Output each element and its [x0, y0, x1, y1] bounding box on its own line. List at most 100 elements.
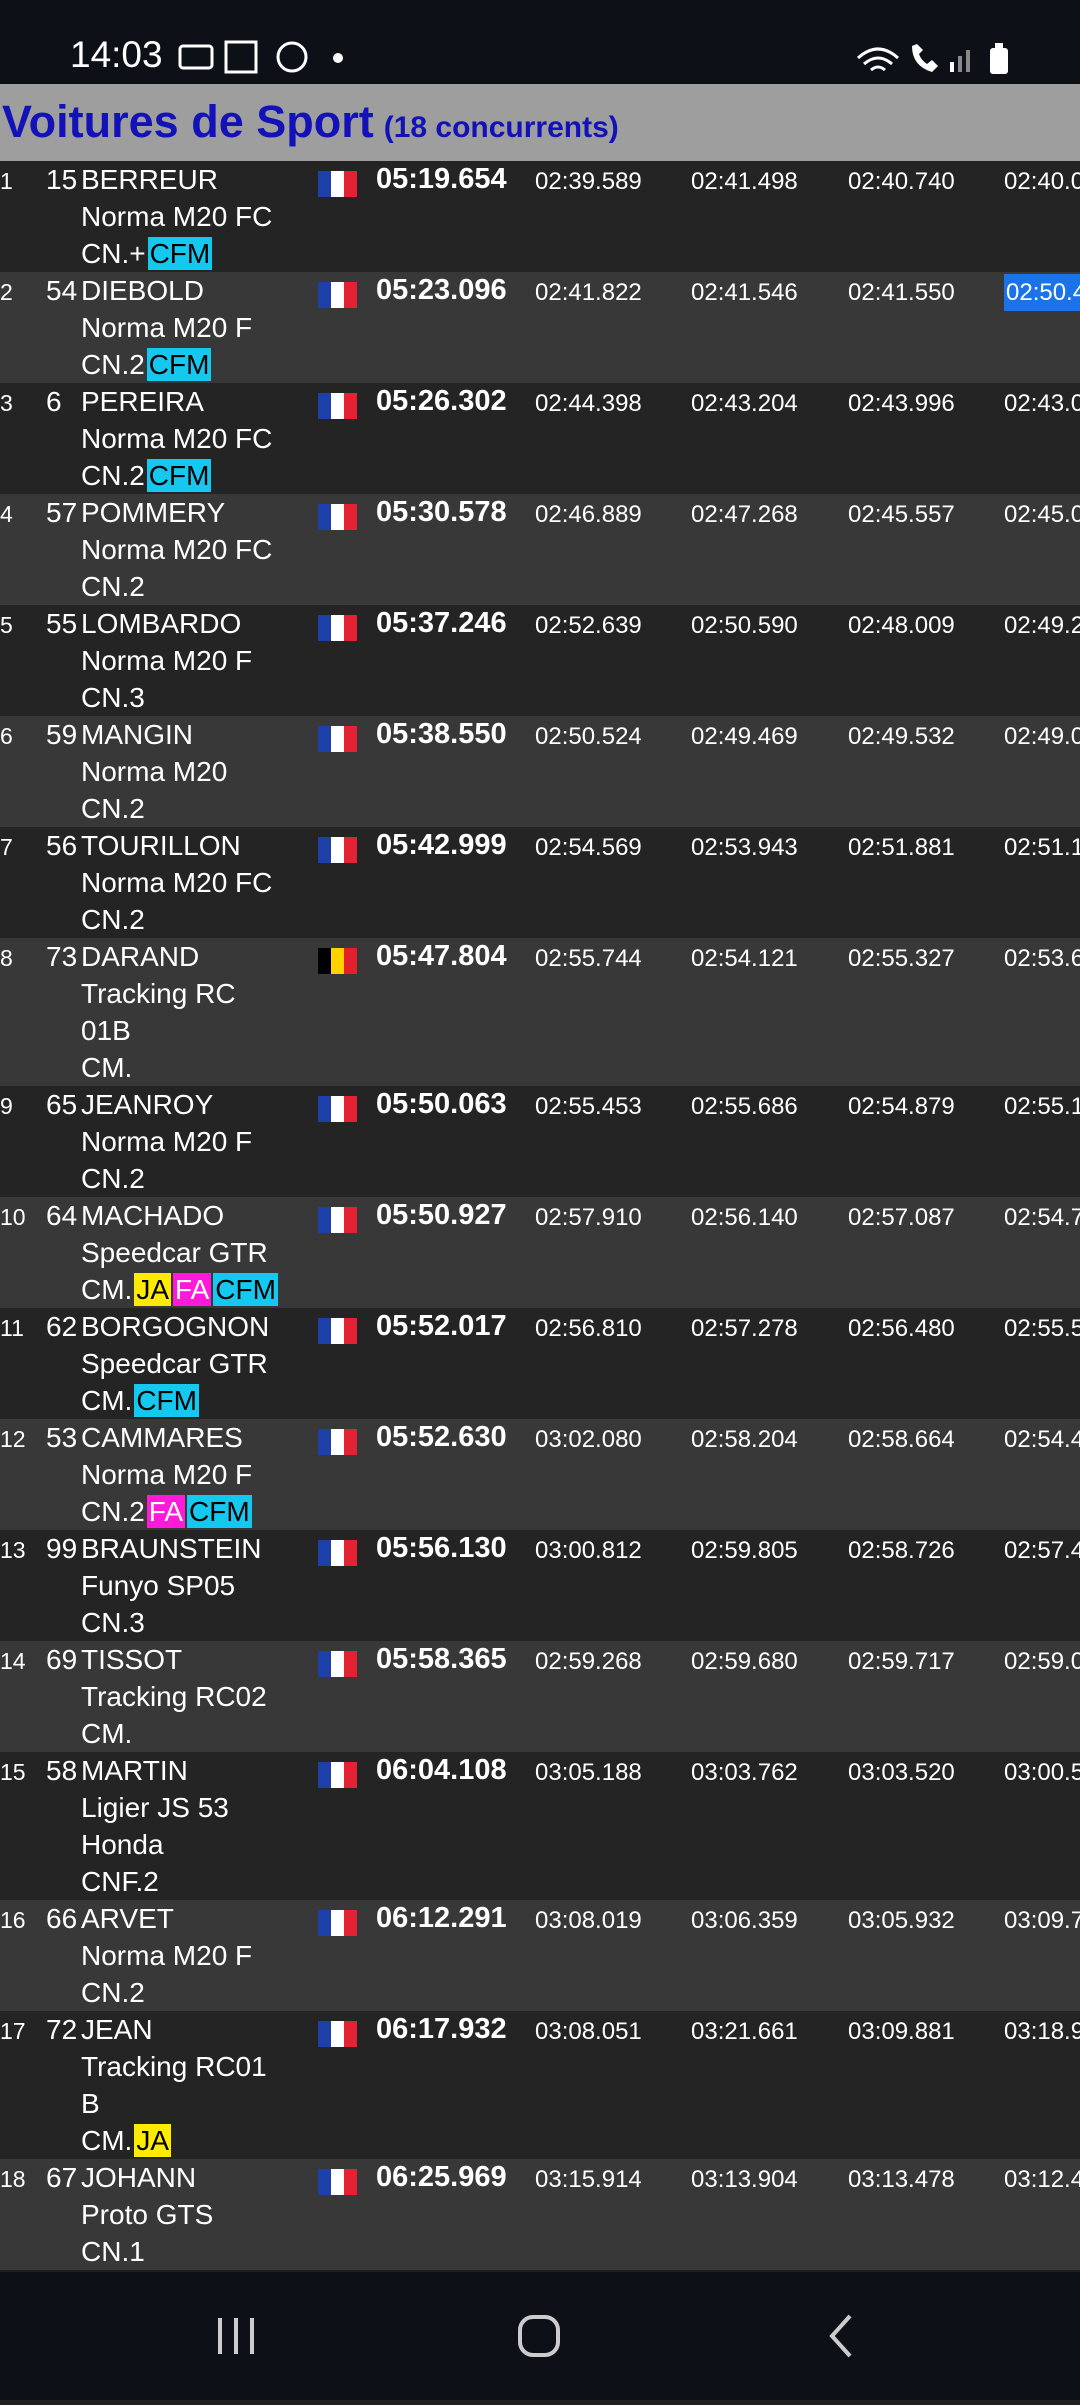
- flag-stripe: [344, 615, 357, 641]
- driver-name: JEANROY: [81, 1089, 214, 1120]
- total-time: 06:25.969: [376, 2161, 507, 2193]
- car-class: CN.2: [81, 571, 145, 602]
- back-icon[interactable]: [829, 2314, 852, 2358]
- lap-time: 02:49.2: [1004, 612, 1080, 639]
- car-number: 66: [46, 1903, 78, 1934]
- result-row: 6 59 MANGIN Norma M20 CN.2 05:38.550 02:50.524…: [0, 716, 1080, 827]
- result-row: 3 6 PEREIRA Norma M20 FC CN.2 CFM 05:26.302 02:…: [0, 383, 1080, 494]
- lap-time: 02:45.0: [1004, 501, 1080, 528]
- lap-time: 03:03.520: [848, 1759, 955, 1786]
- flag-stripe: [318, 615, 331, 641]
- car-number: 57: [46, 497, 78, 528]
- flag-stripe: [318, 1318, 331, 1344]
- total-time: 05:19.654: [376, 163, 507, 195]
- driver-name: JOHANN: [81, 2162, 197, 2193]
- lap-time: 02:41.550: [848, 279, 955, 306]
- flag-stripe: [344, 1207, 357, 1233]
- flag: [318, 2169, 357, 2195]
- flag: [318, 282, 357, 308]
- flag-stripe: [344, 504, 357, 530]
- navigation-bar: [0, 2272, 1080, 2400]
- lap-time: 02:43.204: [691, 390, 798, 417]
- lap-time: 02:54.4: [1004, 1426, 1080, 1453]
- position: 4: [0, 501, 13, 527]
- lap-time: 02:44.398: [535, 390, 642, 417]
- car-number: 72: [46, 2014, 78, 2045]
- tag: JA: [134, 2124, 172, 2157]
- flag: [318, 1910, 357, 1936]
- car-number: 58: [46, 1755, 78, 1786]
- lap-time: 02:54.7: [1004, 1204, 1080, 1231]
- flag-stripe: [344, 393, 357, 419]
- lap-time: 02:59.268: [535, 1648, 642, 1675]
- flag-stripe: [344, 1651, 357, 1677]
- car-model: Speedcar GTR: [81, 1237, 268, 1268]
- total-time: 05:47.804: [376, 940, 507, 972]
- lap-time: 02:48.009: [848, 612, 955, 639]
- lap-time: 02:40.740: [848, 168, 955, 195]
- result-row: 2 54 DIEBOLD Norma M20 F CN.2 CFM 05:23.096 02:…: [0, 272, 1080, 383]
- flag: [318, 1762, 357, 1788]
- total-time: 05:58.365: [376, 1643, 507, 1675]
- lap-time: 02:43.0: [1004, 390, 1080, 417]
- class-line: CN.3: [81, 1604, 145, 1641]
- tag: FA: [146, 1495, 186, 1528]
- flag: [318, 837, 357, 863]
- result-row: 7 56 TOURILLON Norma M20 FC CN.2 05:42.999 02:…: [0, 827, 1080, 938]
- car-model: B: [81, 2088, 100, 2119]
- flag: [318, 1651, 357, 1677]
- flag-stripe: [331, 1762, 344, 1788]
- car-model: Tracking RC: [81, 978, 236, 1009]
- flag-stripe: [344, 1540, 357, 1566]
- driver-name: ARVET: [81, 1903, 174, 1934]
- position: 7: [0, 834, 13, 860]
- lap-time: 03:15.914: [535, 2166, 642, 2193]
- car-class: CM.: [81, 1052, 133, 1083]
- lap-time: 02:53.943: [691, 834, 798, 861]
- result-row: 13 99 BRAUNSTEIN Funyo SP05 CN.3 05:56.130 03:…: [0, 1530, 1080, 1641]
- flag-stripe: [331, 171, 344, 197]
- flag-stripe: [344, 1318, 357, 1344]
- lap-time: 03:00.5: [1004, 1759, 1080, 1786]
- car-model: Norma M20 F: [81, 312, 253, 343]
- status-bar: 14:03: [0, 0, 1080, 84]
- lap-time: 02:59.717: [848, 1648, 955, 1675]
- recent-apps-icon[interactable]: [218, 2318, 254, 2354]
- tag: CFM: [134, 1384, 199, 1417]
- lap-time: 03:13.478: [848, 2166, 955, 2193]
- home-icon[interactable]: [518, 2315, 560, 2357]
- flag-stripe: [318, 726, 331, 752]
- driver-name: CAMMARES: [81, 1422, 243, 1453]
- class-line: CM. JA: [81, 2122, 172, 2159]
- car-class: CN.+: [81, 238, 146, 269]
- car-number: 54: [46, 275, 78, 306]
- lap-time: 02:58.726: [848, 1537, 955, 1564]
- lap-time: 02:46.889: [535, 501, 642, 528]
- lap-time: 02:53.6: [1004, 945, 1080, 972]
- status-icons: [178, 40, 1008, 74]
- driver-name: MACHADO: [81, 1200, 225, 1231]
- car-class: CN.3: [81, 1607, 145, 1638]
- flag-stripe: [331, 1096, 344, 1122]
- lap-time: 03:09.7: [1004, 1907, 1080, 1934]
- class-line: CN.1: [81, 2233, 145, 2270]
- position: 17: [0, 2018, 26, 2044]
- title: Voitures de Sport (18 concurrents): [2, 96, 619, 148]
- position: 15: [0, 1759, 26, 1785]
- driver-name: BERREUR: [81, 164, 218, 195]
- lap-time: 02:43.996: [848, 390, 955, 417]
- total-time: 06:17.932: [376, 2013, 507, 2045]
- flag-stripe: [318, 171, 331, 197]
- lap-time: 03:18.9: [1004, 2018, 1080, 2045]
- flag-stripe: [344, 171, 357, 197]
- class-line: CN.2: [81, 568, 145, 605]
- results-list: 1 15 BERREUR Norma M20 FC CN.+ CFM 05:19.654 02…: [0, 161, 1080, 2272]
- car-model: 01B: [81, 1015, 131, 1046]
- driver-name: JEAN: [81, 2014, 153, 2045]
- driver-name: PEREIRA: [81, 386, 204, 417]
- lap-time: 03:21.661: [691, 2018, 798, 2045]
- position: 3: [0, 390, 13, 416]
- car-class: CN.2: [81, 1163, 145, 1194]
- lap-time: 02:59.805: [691, 1537, 798, 1564]
